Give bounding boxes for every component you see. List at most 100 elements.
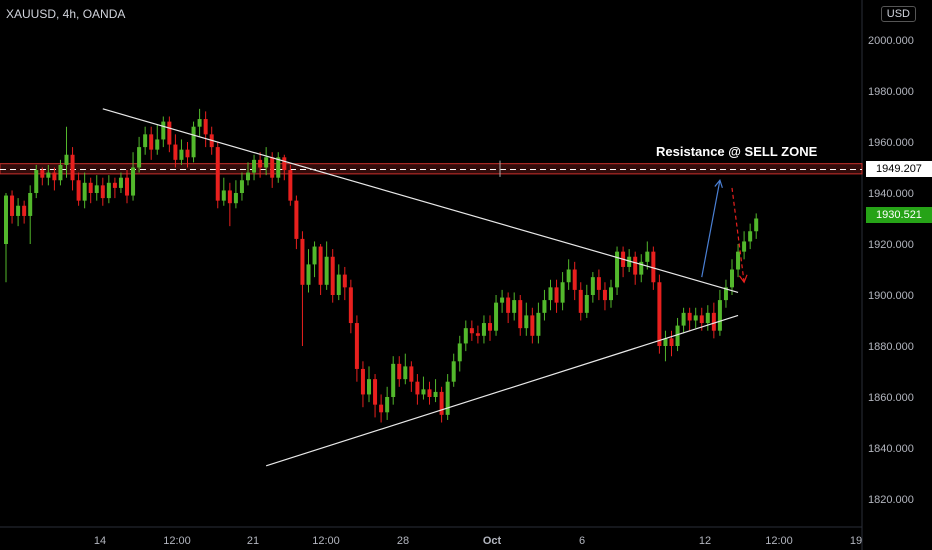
candle-body (736, 251, 741, 270)
candle-body (717, 300, 722, 331)
candle-body (143, 134, 148, 148)
candle-body (705, 312, 710, 324)
candle-body (506, 297, 511, 313)
candle-body (518, 300, 523, 329)
projection-up-line (701, 180, 721, 278)
candle-body (530, 315, 535, 336)
candle-body (463, 328, 468, 344)
candle-body (354, 323, 359, 369)
candle-body (397, 363, 402, 380)
candle-body (100, 185, 105, 199)
candle-body (391, 363, 396, 397)
candle-body (318, 246, 323, 285)
candle-body (342, 274, 347, 288)
candle-body (191, 126, 196, 158)
candle-body (566, 269, 571, 283)
candle-body (58, 164, 63, 181)
candle-body (469, 328, 474, 334)
candle-body (185, 149, 190, 158)
candle-body (481, 323, 486, 336)
candle-body (270, 157, 275, 178)
candle-body (70, 154, 75, 181)
candle-body (46, 172, 51, 178)
candle-body (524, 315, 529, 329)
resistance-zone (0, 163, 863, 175)
price-tick-label: 1880.000 (868, 341, 914, 353)
candle-body (282, 157, 287, 171)
candle-body (596, 277, 601, 290)
candle-body (669, 338, 674, 346)
time-tick-label: 19 (850, 535, 862, 547)
candle-body (52, 172, 57, 181)
candle-body (602, 289, 607, 301)
candle-body (258, 159, 263, 168)
trendline-ascending (265, 314, 739, 467)
candle-body (609, 287, 613, 301)
candle-body (657, 282, 662, 346)
candle-body (167, 121, 172, 145)
candle-body (379, 404, 384, 413)
candle-body (500, 297, 505, 303)
candle-body (548, 287, 553, 301)
price-tick-label: 1860.000 (868, 392, 914, 404)
candle-body (451, 361, 456, 382)
projection-up-arrowhead (714, 179, 723, 189)
candle-body (512, 300, 517, 313)
candle-body (64, 154, 69, 165)
candle-body (754, 218, 759, 232)
candle-body (34, 170, 39, 193)
price-tick-label: 1900.000 (868, 290, 914, 302)
candle-body (94, 185, 99, 193)
candle-body (137, 147, 142, 168)
price-tick-label: 1960.000 (868, 137, 914, 149)
candle-body (433, 391, 438, 397)
time-tick-label: 12:00 (163, 535, 191, 547)
candle-body (112, 182, 117, 188)
candle-body (215, 147, 220, 201)
candle-body (276, 157, 281, 178)
candle-body (639, 261, 644, 275)
currency-button[interactable]: USD (880, 6, 916, 22)
candle-body (457, 343, 462, 362)
time-tick-label: 14 (94, 535, 106, 547)
candle-body (723, 287, 728, 301)
projection-down-arrowhead (738, 274, 748, 284)
candle-body (22, 205, 27, 216)
candle-body (173, 144, 178, 160)
candle-body (633, 256, 638, 275)
candle-body (542, 300, 547, 313)
candle-body (300, 238, 305, 285)
candle-body (118, 177, 123, 188)
candle-body (554, 287, 559, 303)
candle-body (252, 159, 257, 173)
time-tick-label: 28 (397, 535, 409, 547)
candle-body (488, 323, 492, 331)
price-tick-label: 2000.000 (868, 35, 914, 47)
candle-body (348, 287, 353, 324)
candle-body (742, 241, 747, 252)
candle-body (161, 121, 166, 140)
candle-body (239, 180, 244, 193)
candle-body (385, 397, 390, 413)
time-tick-label: 12 (699, 535, 711, 547)
candle-body (149, 134, 154, 150)
price-tick-label: 1940.000 (868, 188, 914, 200)
candle-body (439, 391, 444, 415)
candle-body (427, 389, 432, 397)
time-tick-label: 21 (247, 535, 259, 547)
symbol-label: XAUUSD, 4h, OANDA (6, 7, 126, 21)
candle-body (748, 231, 753, 242)
price-tick-label: 1820.000 (868, 494, 914, 506)
candle-body (155, 139, 160, 150)
time-tick-label: 12:00 (312, 535, 340, 547)
candle-body (360, 368, 365, 395)
candle-body (373, 379, 378, 405)
time-tick-label: 12:00 (765, 535, 793, 547)
candle-body (76, 180, 81, 201)
candle-body (681, 312, 686, 326)
candle-body (730, 269, 734, 288)
candle-body (615, 251, 620, 288)
candle-body (590, 277, 595, 295)
